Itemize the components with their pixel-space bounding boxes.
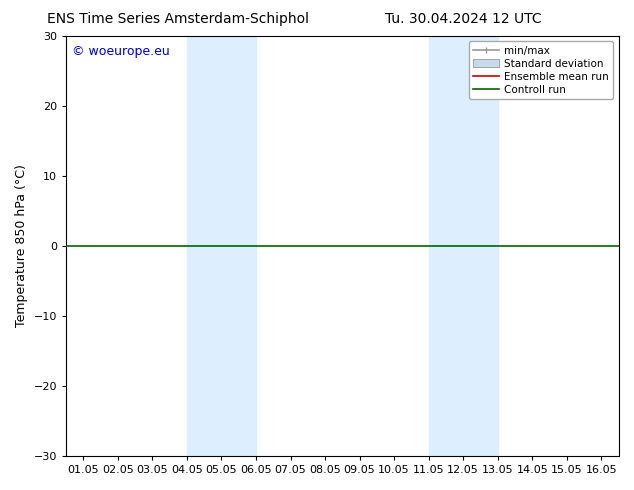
Bar: [429, 36, 498, 456]
Legend: min/max, Standard deviation, Ensemble mean run, Controll run: min/max, Standard deviation, Ensemble me…: [469, 41, 613, 99]
Text: Tu. 30.04.2024 12 UTC: Tu. 30.04.2024 12 UTC: [384, 12, 541, 26]
Y-axis label: Temperature 850 hPa (°C): Temperature 850 hPa (°C): [15, 165, 28, 327]
Text: ENS Time Series Amsterdam-Schiphol: ENS Time Series Amsterdam-Schiphol: [46, 12, 309, 26]
Text: © woeurope.eu: © woeurope.eu: [72, 45, 169, 57]
Bar: [187, 36, 256, 456]
